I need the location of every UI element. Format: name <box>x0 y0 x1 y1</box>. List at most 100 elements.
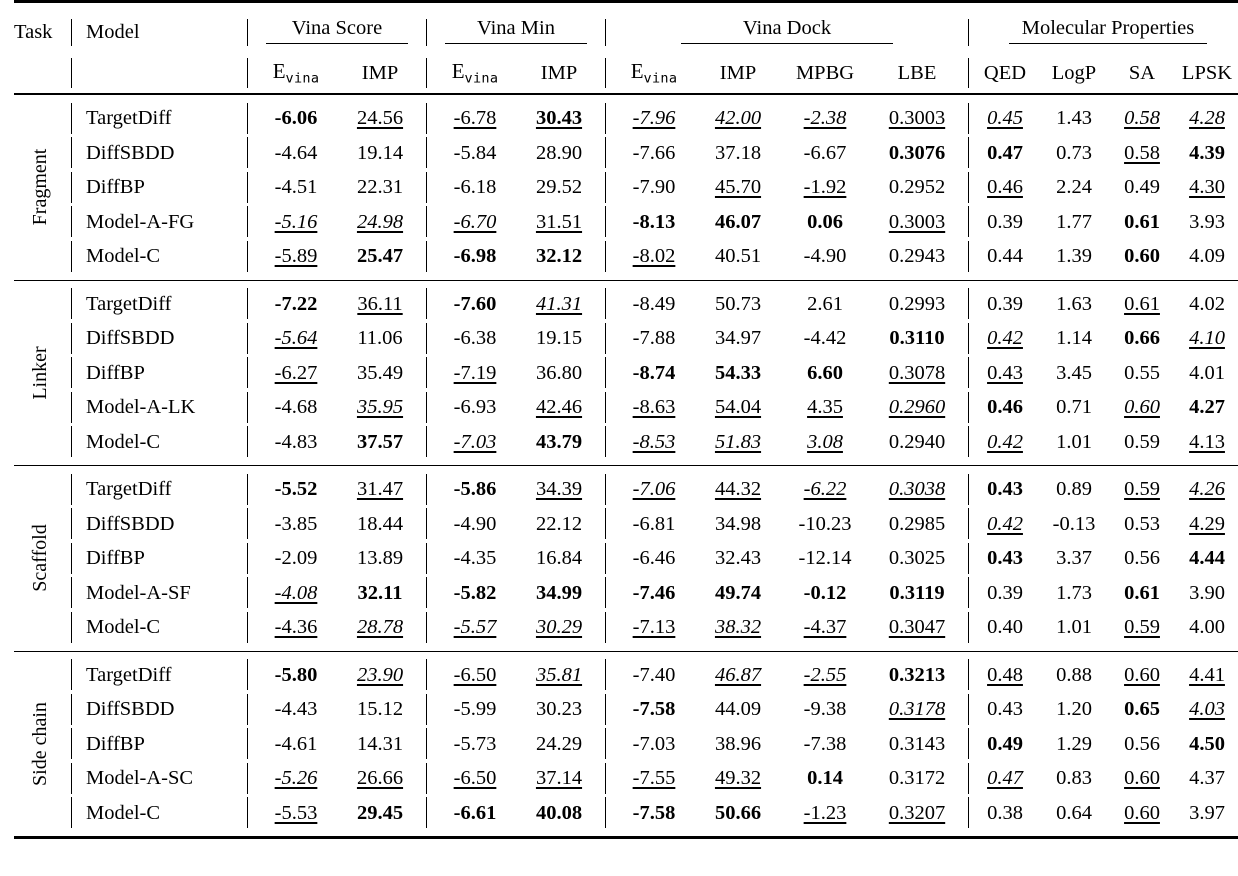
top-rule <box>14 0 1238 2</box>
cell-vinadock-lbe: 0.3038 <box>871 472 963 507</box>
sep-model-vinascore <box>242 101 253 136</box>
cell-vinamin-imp: 35.81 <box>518 658 600 693</box>
cell-lpsk: 4.41 <box>1172 658 1238 693</box>
cell-value: -7.96 <box>632 107 676 129</box>
cell-value: -5.84 <box>453 141 497 164</box>
cell-value: 4.26 <box>1189 478 1225 500</box>
cell-vinamin-evina: -5.57 <box>432 610 518 645</box>
cell-logp: 0.71 <box>1036 390 1112 425</box>
cell-value: 1.77 <box>1056 210 1092 233</box>
cell-vinamin-imp: 19.15 <box>518 321 600 356</box>
cell-value: 15.12 <box>356 698 404 720</box>
sep-vinamin-vinadock <box>600 390 611 425</box>
evina-sub-3: vina <box>643 69 678 86</box>
cell-vinascore-imp: 22.31 <box>339 170 421 205</box>
separator-bar <box>247 797 248 829</box>
cell-value: 28.78 <box>356 616 404 638</box>
cell-vinadock-mpbg: -6.22 <box>779 472 871 507</box>
cell-value: 49.74 <box>714 581 762 604</box>
cell-qed: 0.43 <box>974 472 1036 507</box>
cell-vinascore-imp: 19.14 <box>339 136 421 171</box>
cell-value: 19.15 <box>535 327 583 349</box>
separator-bar <box>247 577 248 609</box>
cell-vinascore-imp: 35.95 <box>339 390 421 425</box>
cell-value: 50.73 <box>714 292 762 315</box>
cell-value: -5.16 <box>274 210 318 233</box>
cell-value: 3.97 <box>1189 801 1225 824</box>
separator-bar <box>247 288 248 320</box>
cell-vinamin-evina: -6.61 <box>432 796 518 831</box>
separator-bar <box>968 426 969 458</box>
separator-bar <box>71 391 72 423</box>
cell-value: 0.2943 <box>888 245 946 267</box>
table-row: DiffBP -2.09 13.89 -4.35 16.84 -6.46 32.43 -12.… <box>14 541 1238 576</box>
cell-logp: 0.89 <box>1036 472 1112 507</box>
cell-value: -0.13 <box>1052 512 1096 535</box>
task-label-rotated: Linker <box>29 346 51 400</box>
cell-value: 0.60 <box>1124 801 1160 824</box>
cell-vinadock-evina: -7.13 <box>611 610 697 645</box>
cell-sa: 0.55 <box>1112 356 1172 391</box>
cell-qed: 0.49 <box>974 727 1036 762</box>
cell-sa: 0.59 <box>1112 425 1172 460</box>
sep-vinamin-vinadock <box>600 101 611 136</box>
model-name-cell: Model-C <box>86 616 161 638</box>
sep-vinamin-vinadock <box>600 287 611 322</box>
cell-vinadock-mpbg: 3.08 <box>779 425 871 460</box>
sep-task-model <box>66 170 77 205</box>
separator-bar <box>426 728 427 760</box>
task-group-label-scaffold: Scaffold <box>14 472 66 645</box>
cell-value: 0.60 <box>1124 245 1160 267</box>
cell-vinadock-lbe: 0.2943 <box>871 239 963 274</box>
sep-model-vinascore <box>242 507 253 542</box>
cell-value: 0.43 <box>987 361 1023 384</box>
cell-value: 37.57 <box>356 430 404 453</box>
cell-vinamin-imp: 16.84 <box>518 541 600 576</box>
sep2-vinadock-molprops <box>963 53 974 94</box>
cell-value: 4.37 <box>1189 767 1225 789</box>
cell-logp: 1.14 <box>1036 321 1112 356</box>
cell-logp: 3.45 <box>1036 356 1112 391</box>
cell-value: 0.3172 <box>888 767 946 789</box>
table-row: Model-C -5.89 25.47 -6.98 32.12 -8.02 40.51 -4.… <box>14 239 1238 274</box>
cell-value: 0.59 <box>1124 616 1160 638</box>
cell-value: -6.27 <box>274 361 318 384</box>
cell-vinamin-evina: -5.84 <box>432 136 518 171</box>
cell-value: 0.3119 <box>889 581 945 604</box>
cell-vinascore-evina: -5.52 <box>253 472 339 507</box>
separator-bar <box>247 391 248 423</box>
sep-vinascore-vinamin <box>421 541 432 576</box>
cell-vinamin-imp: 43.79 <box>518 425 600 460</box>
cell-vinamin-imp: 34.99 <box>518 576 600 611</box>
cell-value: -8.53 <box>632 430 676 453</box>
cell-vinadock-evina: -8.63 <box>611 390 697 425</box>
cell-qed: 0.44 <box>974 239 1036 274</box>
cell-value: 0.47 <box>987 141 1023 164</box>
table-row: DiffBP -6.27 35.49 -7.19 36.80 -8.74 54.33 6.60… <box>14 356 1238 391</box>
cell-value: 34.98 <box>714 512 762 535</box>
separator-bar <box>426 508 427 540</box>
cell-vinadock-lbe: 0.3172 <box>871 761 963 796</box>
sep-task-model <box>66 390 77 425</box>
cell-value: 36.11 <box>357 292 403 315</box>
header-task: Task <box>14 21 53 44</box>
cell-vinadock-imp: 34.97 <box>697 321 779 356</box>
cell-vinadock-mpbg: -4.90 <box>779 239 871 274</box>
cell-vinadock-lbe: 0.3025 <box>871 541 963 576</box>
sep-vinadock-molprops <box>963 239 974 274</box>
separator-bar <box>426 322 427 354</box>
cell-vinascore-imp: 13.89 <box>339 541 421 576</box>
cell-vinadock-mpbg: 2.61 <box>779 287 871 322</box>
cell-value: 0.48 <box>987 663 1023 686</box>
separator-bar <box>71 611 72 643</box>
cell-value: -4.36 <box>274 616 318 638</box>
cell-value: -7.19 <box>453 361 497 384</box>
cell-lpsk: 4.44 <box>1172 541 1238 576</box>
cell-value: 24.29 <box>535 732 583 755</box>
cell-value: 0.42 <box>987 327 1023 349</box>
cell-vinamin-evina: -4.35 <box>432 541 518 576</box>
separator-bar <box>605 288 606 320</box>
cell-lpsk: 4.02 <box>1172 287 1238 322</box>
cell-vinadock-evina: -7.66 <box>611 136 697 171</box>
cell-sa: 0.59 <box>1112 610 1172 645</box>
